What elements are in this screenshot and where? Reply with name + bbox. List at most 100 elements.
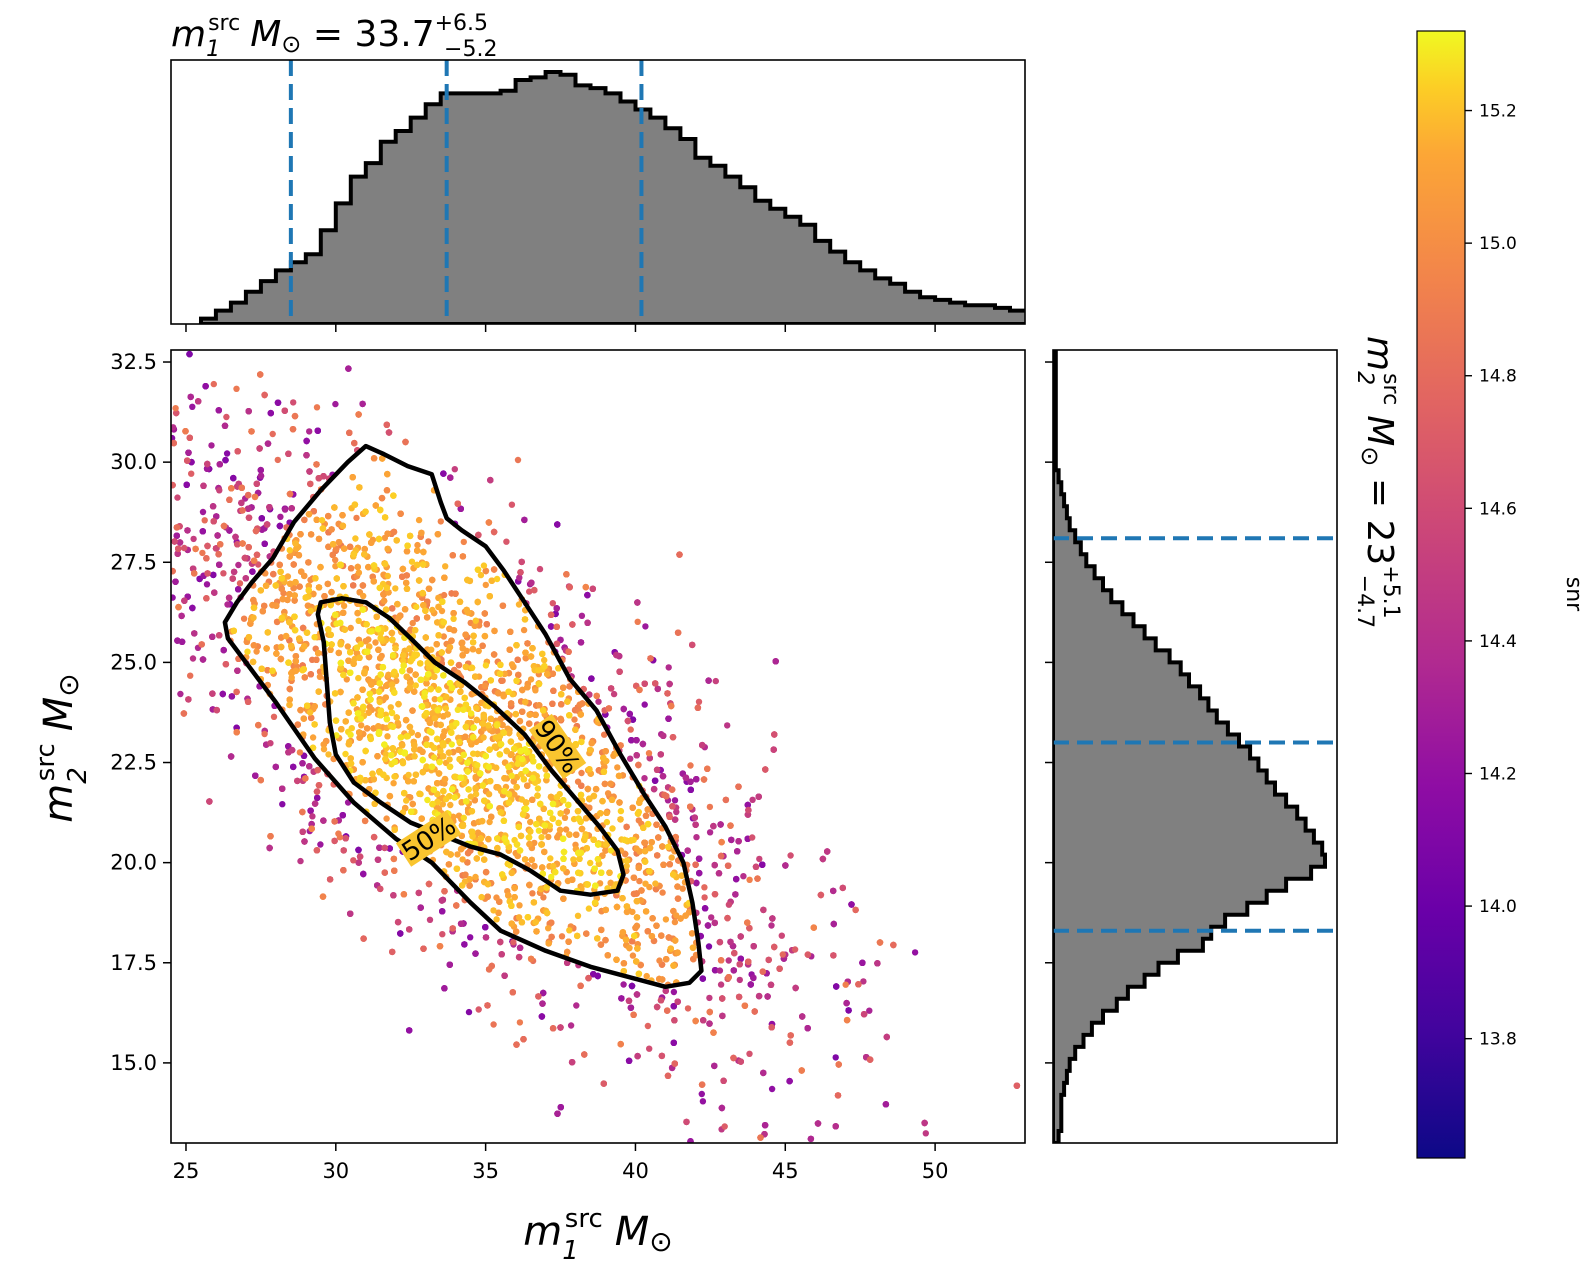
scatter-point [711, 919, 718, 927]
scatter-point [724, 722, 731, 729]
scatter-point [684, 1005, 692, 1012]
scatter-point [553, 640, 561, 647]
scatter-point [692, 1017, 699, 1025]
scatter-point [669, 803, 676, 810]
scatter-point [191, 630, 198, 637]
scatter-point [699, 975, 706, 982]
scatter-point [325, 512, 332, 520]
scatter-point [641, 775, 648, 782]
scatter-point [204, 570, 211, 577]
scatter-point [833, 983, 840, 990]
scatter-point [173, 532, 180, 539]
scatter-point [289, 426, 297, 433]
scatter-point [228, 693, 236, 700]
scatter-point [222, 661, 230, 668]
scatter-point [467, 934, 474, 941]
scatter-point [374, 753, 381, 760]
scatter-point [819, 855, 827, 863]
scatter-point [204, 542, 211, 550]
scatter-point [286, 490, 294, 498]
scatter-point [481, 610, 488, 617]
scatter-point [279, 801, 286, 808]
scatter-point [508, 501, 516, 508]
scatter-point [350, 582, 357, 589]
scatter-point [716, 938, 724, 946]
scatter-point [768, 1085, 776, 1093]
scatter-point [429, 576, 436, 584]
scatter-point [689, 641, 696, 649]
scatter-point [220, 646, 227, 654]
scatter-point [459, 553, 467, 560]
scatter-point [185, 449, 192, 456]
scatter-point [772, 658, 779, 665]
scatter-point [255, 721, 262, 729]
scatter-point [321, 593, 328, 600]
scatter-point [439, 908, 446, 915]
scatter-point [198, 641, 205, 648]
scatter-point [700, 776, 708, 783]
scatter-point [745, 958, 752, 965]
scatter-point [549, 670, 556, 677]
scatter-point [759, 968, 766, 975]
scatter-point [490, 566, 498, 573]
scatter-point [786, 1077, 793, 1085]
scatter-point [521, 516, 528, 524]
scatter-point [670, 988, 678, 996]
scatter-point [635, 864, 642, 871]
scatter-point [770, 746, 777, 753]
scatter-point [242, 575, 249, 582]
scatter-point [641, 680, 648, 687]
scatter-point [226, 496, 233, 503]
scatter-point [592, 785, 600, 793]
scatter-point [755, 793, 762, 800]
scatter-point [326, 876, 334, 883]
scatter-point [441, 888, 448, 895]
scatter-point [830, 920, 837, 928]
scatter-point [446, 625, 453, 632]
scatter-point [736, 976, 743, 984]
scatter-point [577, 982, 584, 989]
scatter-point [302, 775, 309, 782]
scatter-point [921, 1119, 928, 1127]
scatter-point [732, 891, 739, 898]
scatter-point [423, 735, 430, 743]
scatter-point [507, 700, 515, 707]
scatter-point [665, 715, 672, 722]
scatter-point [692, 861, 699, 868]
scatter-point [332, 400, 339, 408]
scatter-point [346, 429, 353, 436]
scatter-point [595, 698, 602, 705]
scatter-point [668, 786, 676, 793]
scatter-point [704, 922, 712, 929]
scatter-point [616, 668, 623, 675]
scatter-point [633, 752, 640, 759]
scatter-point [737, 933, 744, 940]
scatter-point [711, 967, 719, 974]
scatter-point [717, 821, 724, 828]
scatter-point [295, 552, 303, 559]
scatter-point [458, 639, 466, 646]
scatter-point [455, 746, 462, 753]
scatter-point [509, 989, 516, 996]
scatter-point [698, 1090, 705, 1098]
scatter-point [567, 1022, 575, 1029]
scatter-point [498, 951, 505, 958]
scatter-point [628, 982, 636, 990]
scatter-point [708, 914, 715, 921]
scatter-point [229, 575, 236, 582]
scatter-point [372, 639, 379, 646]
scatter-point [303, 452, 310, 459]
scatter-point [339, 812, 346, 819]
scatter-point [636, 877, 643, 885]
scatter-point [725, 974, 732, 981]
scatter-point [186, 350, 193, 358]
scatter-point [549, 700, 556, 707]
scatter-point [563, 571, 570, 578]
scatter-point [365, 563, 372, 571]
scatter-point [600, 1080, 607, 1087]
scatter-point [524, 684, 531, 691]
scatter-point [725, 901, 733, 908]
scatter-point [359, 400, 366, 408]
scatter-point [810, 924, 817, 931]
scatter-point [694, 704, 702, 711]
